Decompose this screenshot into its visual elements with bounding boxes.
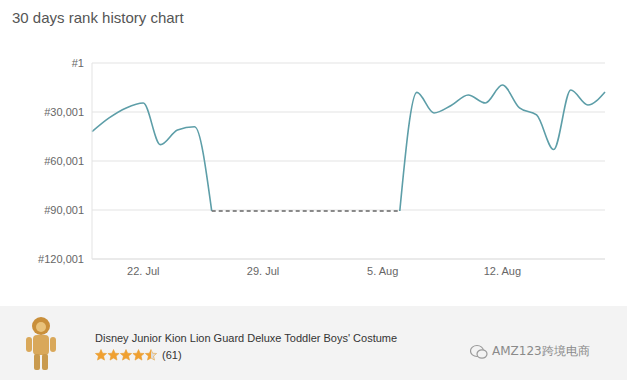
svg-text:#90,001: #90,001	[44, 204, 84, 216]
svg-text:22. Jul: 22. Jul	[127, 265, 159, 277]
svg-text:12. Aug: 12. Aug	[484, 265, 521, 277]
svg-text:#120,001: #120,001	[38, 253, 84, 265]
html-text:30 days rank history chart: 30 days rank history chart	[12, 9, 184, 26]
html-text:(61): (61)	[162, 349, 182, 361]
html-text:Disney Junior Kion Lion Guard: Disney Junior Kion Lion Guard Deluxe Tod…	[95, 332, 398, 344]
svg-text:5. Aug: 5. Aug	[367, 265, 398, 277]
svg-text:#1: #1	[72, 57, 84, 69]
html-text:AMZ123跨境电商: AMZ123跨境电商	[492, 344, 590, 358]
svg-text:#60,001: #60,001	[44, 155, 84, 167]
svg-text:#30,001: #30,001	[44, 106, 84, 118]
svg-text:29. Jul: 29. Jul	[247, 265, 279, 277]
